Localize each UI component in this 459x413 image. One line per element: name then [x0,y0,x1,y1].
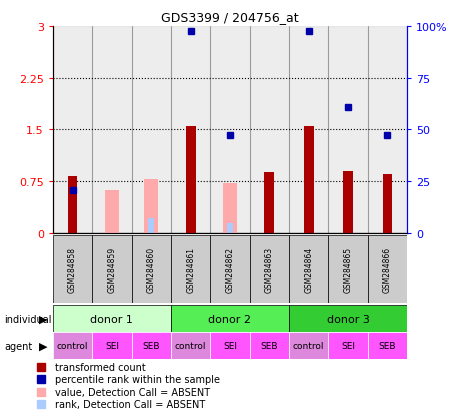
Text: SEB: SEB [142,342,160,350]
Text: control: control [57,342,88,350]
Text: control: control [174,342,206,350]
Bar [382,175,392,233]
Bar [342,171,352,233]
Text: GSM284860: GSM284860 [146,247,156,292]
Text: agent: agent [5,341,33,351]
Bar [367,332,406,359]
Bar [53,332,92,359]
Text: donor 2: donor 2 [208,314,251,324]
Bar [92,332,131,359]
Bar [92,235,131,304]
Bar [210,27,249,233]
Bar [171,332,210,359]
Text: SEB: SEB [260,342,278,350]
Title: GDS3399 / 204756_at: GDS3399 / 204756_at [161,11,298,24]
Text: donor 1: donor 1 [90,314,133,324]
Text: percentile rank within the sample: percentile rank within the sample [56,375,220,385]
Bar [210,235,249,304]
Bar [223,184,236,233]
Text: GSM284862: GSM284862 [225,247,234,292]
Text: transformed count: transformed count [56,362,146,372]
Text: value, Detection Call = ABSENT: value, Detection Call = ABSENT [56,387,210,397]
Text: GSM284866: GSM284866 [382,247,391,292]
Bar [92,27,131,233]
Text: GSM284859: GSM284859 [107,247,116,292]
Bar [328,332,367,359]
Bar [303,127,313,233]
Text: donor 3: donor 3 [326,314,369,324]
Text: ▶: ▶ [39,341,48,351]
Text: ▶: ▶ [39,314,48,324]
Text: rank, Detection Call = ABSENT: rank, Detection Call = ABSENT [56,399,205,409]
Bar [53,235,92,304]
Bar [288,332,328,359]
Bar [264,173,274,233]
Bar [131,332,171,359]
Bar [131,235,171,304]
Text: control: control [292,342,324,350]
Bar [105,191,118,233]
Text: individual: individual [5,314,52,324]
Bar [171,306,288,332]
Bar [367,27,406,233]
Bar [210,332,249,359]
Bar [227,223,232,233]
Bar [131,27,171,233]
Bar [367,235,406,304]
Bar [249,235,288,304]
Text: GSM284858: GSM284858 [68,247,77,292]
Text: SEI: SEI [105,342,119,350]
Bar [249,332,288,359]
Bar [53,27,92,233]
Bar [185,127,195,233]
Bar [171,27,210,233]
Bar [249,27,288,233]
Text: SEB: SEB [378,342,395,350]
Bar [328,27,367,233]
Text: SEI: SEI [340,342,354,350]
Text: GSM284864: GSM284864 [303,247,313,292]
Bar [288,27,328,233]
Bar [144,180,158,233]
Bar [288,235,328,304]
Bar [148,218,154,233]
Text: GSM284861: GSM284861 [186,247,195,292]
Bar [288,306,406,332]
Bar [67,177,77,233]
Bar [53,306,171,332]
Text: GSM284865: GSM284865 [343,247,352,292]
Text: GSM284863: GSM284863 [264,247,273,292]
Bar [328,235,367,304]
Text: SEI: SEI [223,342,236,350]
Bar [171,235,210,304]
